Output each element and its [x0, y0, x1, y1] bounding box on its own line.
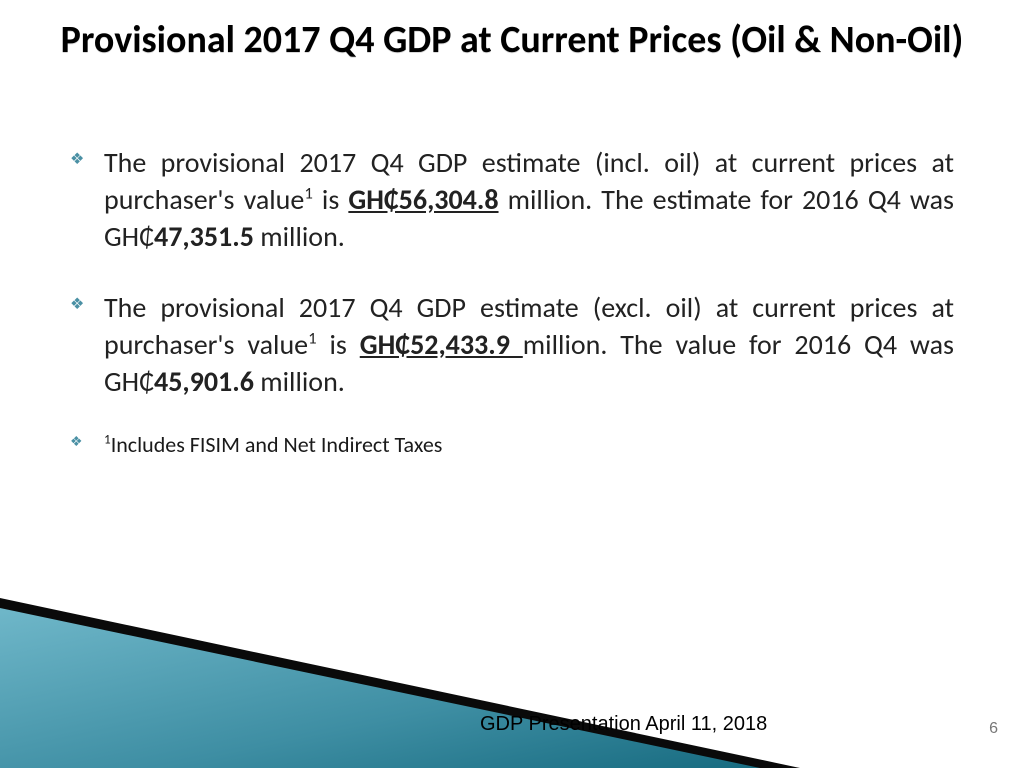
page-number: 6	[989, 720, 998, 738]
bullet-1-value-2016: 47,351.5	[154, 219, 254, 254]
content-area: ❖ The provisional 2017 Q4 GDP estimate (…	[70, 145, 954, 458]
bullet-1-value-2017: GH₵56,304.8	[348, 182, 498, 217]
bullet-1: ❖ The provisional 2017 Q4 GDP estimate (…	[70, 145, 954, 256]
diamond-bullet-icon: ❖	[70, 294, 84, 315]
bullet-2-value-2017: GH₵52,433.9	[360, 327, 523, 362]
footnote-text: 1Includes FISIM and Net Indirect Taxes	[104, 431, 442, 458]
decorative-wedge	[0, 598, 1024, 768]
diamond-bullet-icon: ❖	[70, 433, 83, 450]
bullet-2: ❖ The provisional 2017 Q4 GDP estimate (…	[70, 290, 954, 401]
footnote: ❖ 1Includes FISIM and Net Indirect Taxes	[70, 431, 954, 458]
bullet-2-text: The provisional 2017 Q4 GDP estimate (ex…	[104, 290, 954, 399]
footer-text: GDP Presentation April 11, 2018	[480, 713, 767, 736]
bullet-1-text: The provisional 2017 Q4 GDP estimate (in…	[104, 145, 954, 254]
diamond-bullet-icon: ❖	[70, 149, 84, 170]
bullet-2-value-2016: 45,901.6	[154, 364, 254, 399]
slide: Provisional 2017 Q4 GDP at Current Price…	[0, 0, 1024, 768]
slide-title: Provisional 2017 Q4 GDP at Current Price…	[0, 18, 1024, 64]
